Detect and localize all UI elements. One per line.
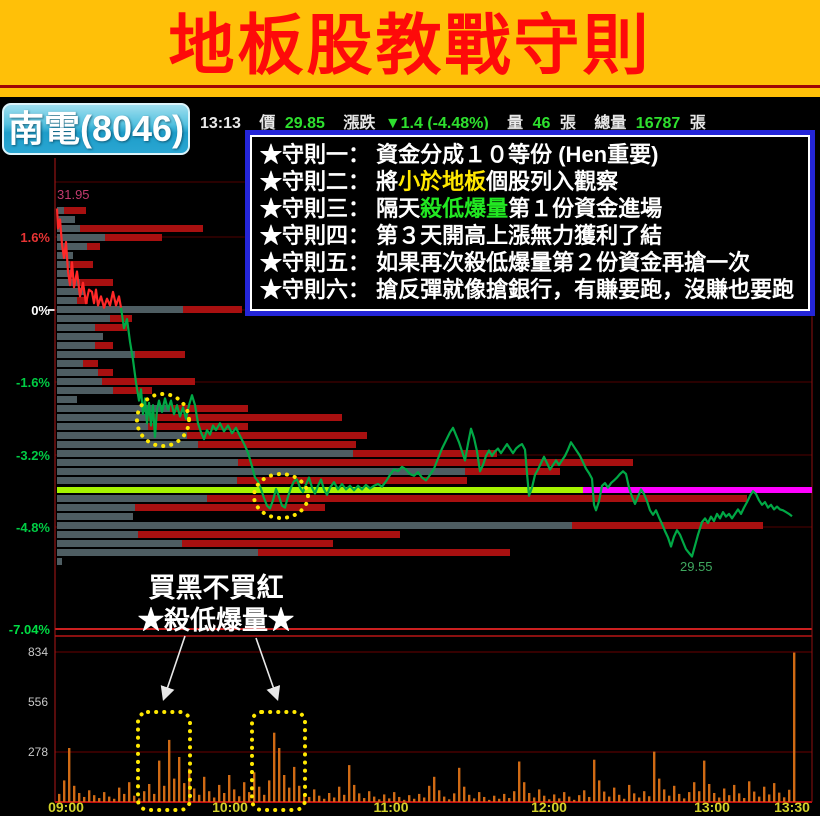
price-line [55,208,793,558]
change-value: ▼1.4 (-4.48%) [384,115,489,132]
rule-1: ★守則一： 資金分成１０等份 (Hen重要) [260,142,659,167]
highlight-box-1 [136,710,192,812]
rule-6: ★守則六： 搶反彈就像搶銀行，有賺要跑，沒賺也要跑 [260,277,795,302]
svg-text:31.95: 31.95 [57,187,90,202]
svg-text:-3.2%: -3.2% [16,448,50,463]
teaching-annotations: 買黑不買紅★殺低爆量★ [135,392,310,812]
svg-text:-1.6%: -1.6% [16,375,50,390]
total-value: 16787 [635,115,681,132]
quote-time: 13:13 [200,115,241,132]
banner-divider [0,85,820,88]
change-label: 漲跌 [343,115,376,132]
total-label: 總量 [594,115,627,132]
highlight-circle-2 [252,472,310,520]
highlight-circle-1 [135,392,191,448]
stock-name-badge[interactable]: 南電(8046) [2,103,190,155]
note-line-2: ★殺低爆量★ [138,605,294,635]
rule-2: ★守則二： 將小於地板個股列入觀察 [260,169,619,194]
volume-value: 46 [532,115,551,132]
svg-text:834: 834 [28,645,48,659]
quote-info-bar: 13:13 價 29.85 漲跌 ▼1.4 (-4.48%) 量 46 張 總量… [200,109,711,133]
stock-chart[interactable]: 1.6% 0% -1.6% -3.2% -4.8% -7.04% 834 556 278 09:0… [0,100,820,816]
svg-text:556: 556 [28,695,48,709]
price-label: 價 [259,115,276,132]
title-banner: 地板股教戰守則 [0,0,820,97]
pointer-arrow-2 [255,637,281,702]
volume-label: 量 [507,115,524,132]
rule-5: ★守則五： 如果再次殺低爆量第２份資金再搶一次 [260,250,751,275]
svg-text:29.55: 29.55 [680,559,713,574]
svg-text:09:00: 09:00 [48,799,84,815]
svg-text:-7.04%: -7.04% [9,622,51,637]
highlight-box-2 [250,710,307,812]
svg-text:278: 278 [28,745,48,759]
svg-text:0%: 0% [31,303,50,318]
note-line-1: 買黑不買紅 [149,573,284,603]
pointer-arrow-1 [160,635,186,702]
price-value: 29.85 [284,115,325,132]
total-unit: 張 [689,115,706,132]
rule-3: ★守則三： 隔天殺低爆量第１份資金進場 [260,196,663,221]
rule-4: ★守則四： 第３天開高上漲無力獲利了結 [260,223,663,248]
page-title: 地板股教戰守則 [168,8,652,82]
floor-reference-line [57,487,812,493]
volume-bars [58,652,796,802]
svg-text:12:00: 12:00 [531,799,567,815]
svg-text:13:00: 13:00 [694,799,730,815]
svg-text:13:30: 13:30 [774,799,810,815]
svg-text:10:00: 10:00 [212,799,248,815]
svg-text:11:00: 11:00 [373,799,408,815]
rules-box-inner: ★守則一： 資金分成１０等份 (Hen重要) ★守則二： 將小於地板個股列入觀察… [250,135,810,311]
svg-text:-4.8%: -4.8% [16,520,50,535]
volume-unit: 張 [559,115,576,132]
svg-text:1.6%: 1.6% [20,230,50,245]
rules-box: ★守則一： 資金分成１０等份 (Hen重要) ★守則二： 將小於地板個股列入觀察… [245,130,815,316]
axis-labels: 1.6% 0% -1.6% -3.2% -4.8% -7.04% 834 556 278 09:0… [9,187,810,815]
